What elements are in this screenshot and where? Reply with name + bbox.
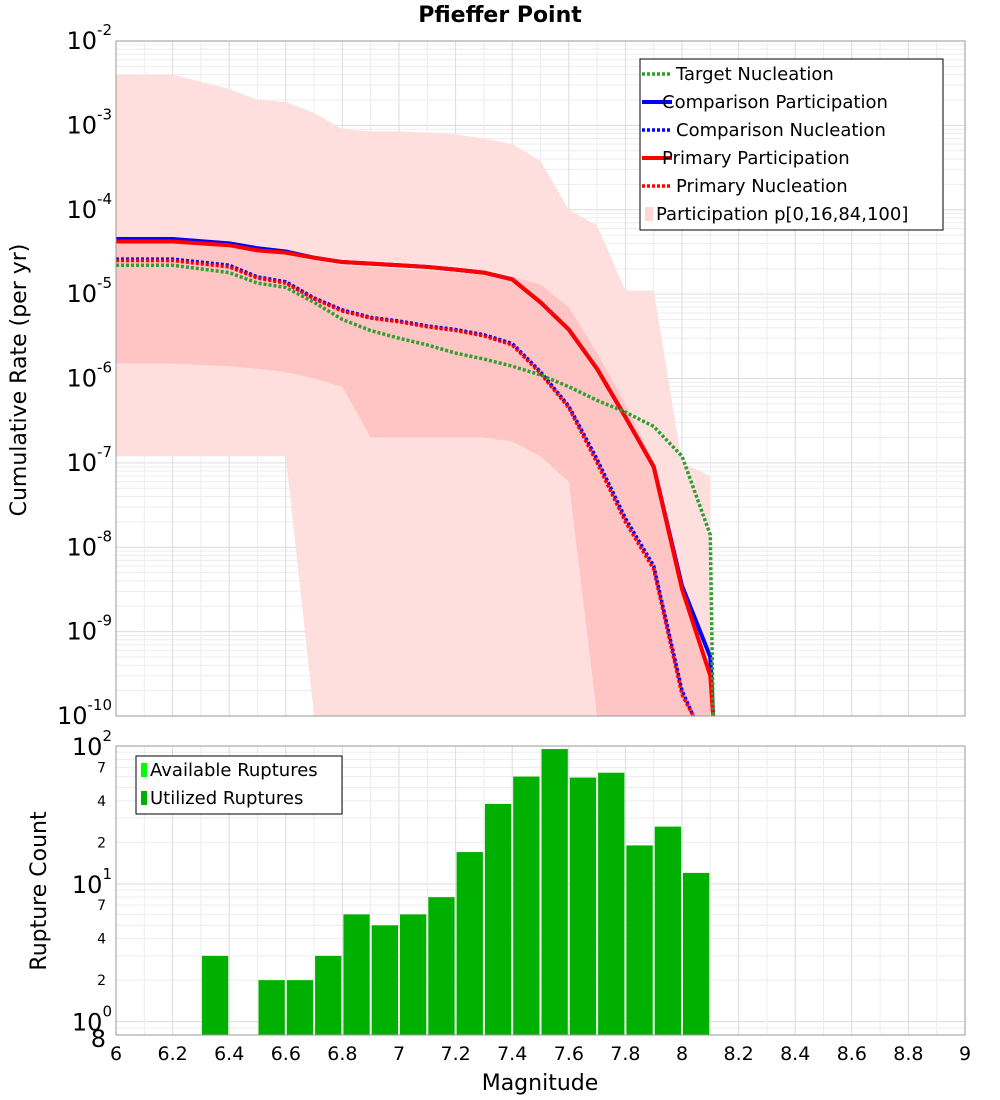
x-tick-label: 9 — [959, 1043, 971, 1065]
series-primary-nucleation — [116, 258, 695, 717]
y-tick-label: 101 — [72, 865, 112, 899]
legend-label: Utilized Ruptures — [150, 788, 303, 809]
x-tick-label: 6.2 — [157, 1043, 187, 1065]
rupture-bar — [598, 772, 625, 1035]
x-tick-label: 7.8 — [610, 1043, 640, 1065]
rupture-bar — [513, 776, 540, 1035]
x-tick-label: 7.6 — [554, 1043, 584, 1065]
y-tick-label: 10-9 — [66, 612, 112, 646]
x-tick-labels: 6 6.2 6.4 6.6 6.8 7 7.2 7.4 7.6 7.8 8 8.2 8.4 8.6 8.8 9 — [110, 1043, 971, 1065]
x-tick-label: 6.4 — [214, 1043, 244, 1065]
chart-title: Pfieffer Point — [418, 3, 582, 28]
y-tick-label: 2 — [97, 835, 106, 851]
rupture-bar — [400, 914, 427, 1035]
band-p16-p84 — [116, 243, 711, 717]
x-tick-label: 6 — [110, 1043, 122, 1065]
top-y-axis-label: Cumulative Rate (per yr) — [7, 244, 32, 517]
x-tick-label: 6.8 — [327, 1043, 357, 1065]
y-tick-label: 10-3 — [66, 105, 112, 139]
series-primary-participation — [116, 239, 716, 717]
y-tick-label: 10-4 — [66, 190, 112, 224]
legend-label: Target Nucleation — [675, 64, 834, 85]
rupture-bar — [371, 925, 398, 1035]
y-tick-label: 4 — [97, 932, 106, 948]
rupture-bar — [286, 980, 314, 1035]
y-tick-label: 102 — [72, 727, 112, 761]
rupture-bar — [569, 777, 597, 1035]
rupture-bar — [683, 872, 710, 1035]
legend-box — [639, 58, 944, 231]
rupture-bar — [541, 749, 568, 1035]
x-tick-label: 7.2 — [440, 1043, 470, 1065]
bottom-plot-frame — [115, 745, 966, 1036]
x-tick-label: 8.6 — [837, 1043, 867, 1065]
x-tick-label: 8.4 — [780, 1043, 810, 1065]
rate-series — [116, 237, 716, 717]
y-tick-label: 10-6 — [66, 359, 112, 393]
y-tick-label: 4 — [97, 794, 106, 810]
cumulative-rate-plot: 10-2 10-3 10-4 10-5 10-6 10-7 10-8 10-9 10-10 Cu… — [7, 21, 966, 730]
rupture-bar — [315, 955, 342, 1035]
top-legend: Target Nucleation Comparison Participatio… — [639, 58, 944, 231]
series-target-nucleation — [116, 263, 715, 717]
top-y-tick-labels: 10-2 10-3 10-4 10-5 10-6 10-7 10-8 10-9 10-10 — [57, 21, 112, 730]
y-tick-label: 10-5 — [66, 274, 112, 308]
y-tick-label: 10-2 — [66, 21, 112, 55]
legend-label: Primary Participation — [662, 148, 850, 169]
x-tick-label: 8.2 — [723, 1043, 753, 1065]
rupture-bar — [484, 803, 512, 1035]
y-tick-label: 10-10 — [57, 696, 112, 730]
bottom-y-axis-label: Rupture Count — [27, 811, 52, 971]
y-tick-label: 8 — [91, 1025, 106, 1053]
legend-swatch — [645, 207, 653, 221]
top-plot-frame — [115, 40, 966, 717]
rupture-bar — [343, 914, 370, 1035]
y-tick-label: 100 — [72, 1003, 112, 1037]
y-tick-label: 2 — [97, 973, 106, 989]
y-tick-label: 10-7 — [66, 443, 112, 477]
x-axis-label: Magnitude — [482, 1071, 599, 1096]
y-tick-label: 7 — [97, 760, 106, 776]
legend-label: Comparison Participation — [662, 92, 888, 113]
rupture-bar — [456, 852, 483, 1035]
x-tick-label: 8.8 — [893, 1043, 923, 1065]
legend-label: Primary Nucleation — [676, 176, 848, 197]
y-tick-label: 10-8 — [66, 527, 112, 561]
rupture-bar — [626, 845, 653, 1035]
rupture-bar — [201, 955, 229, 1035]
rupture-bar — [258, 980, 285, 1035]
legend-label: Participation p[0,16,84,100] — [656, 204, 908, 225]
legend-label: Available Ruptures — [150, 760, 318, 781]
legend-box — [135, 755, 343, 815]
x-tick-label: 6.6 — [271, 1043, 301, 1065]
legend-label: Comparison Nucleation — [676, 120, 886, 141]
legend-swatch — [141, 791, 147, 805]
y-tick-label: 7 — [97, 898, 106, 914]
x-tick-label: 7.4 — [497, 1043, 527, 1065]
rupture-bar — [654, 826, 681, 1035]
x-tick-label: 8 — [676, 1043, 688, 1065]
bottom-legend: Available Ruptures Utilized Ruptures — [135, 755, 343, 815]
rupture-bars — [201, 749, 710, 1035]
legend-swatch — [141, 763, 147, 777]
participation-bands — [116, 74, 711, 717]
x-tick-label: 7 — [393, 1043, 405, 1065]
rupture-bar — [428, 897, 455, 1035]
